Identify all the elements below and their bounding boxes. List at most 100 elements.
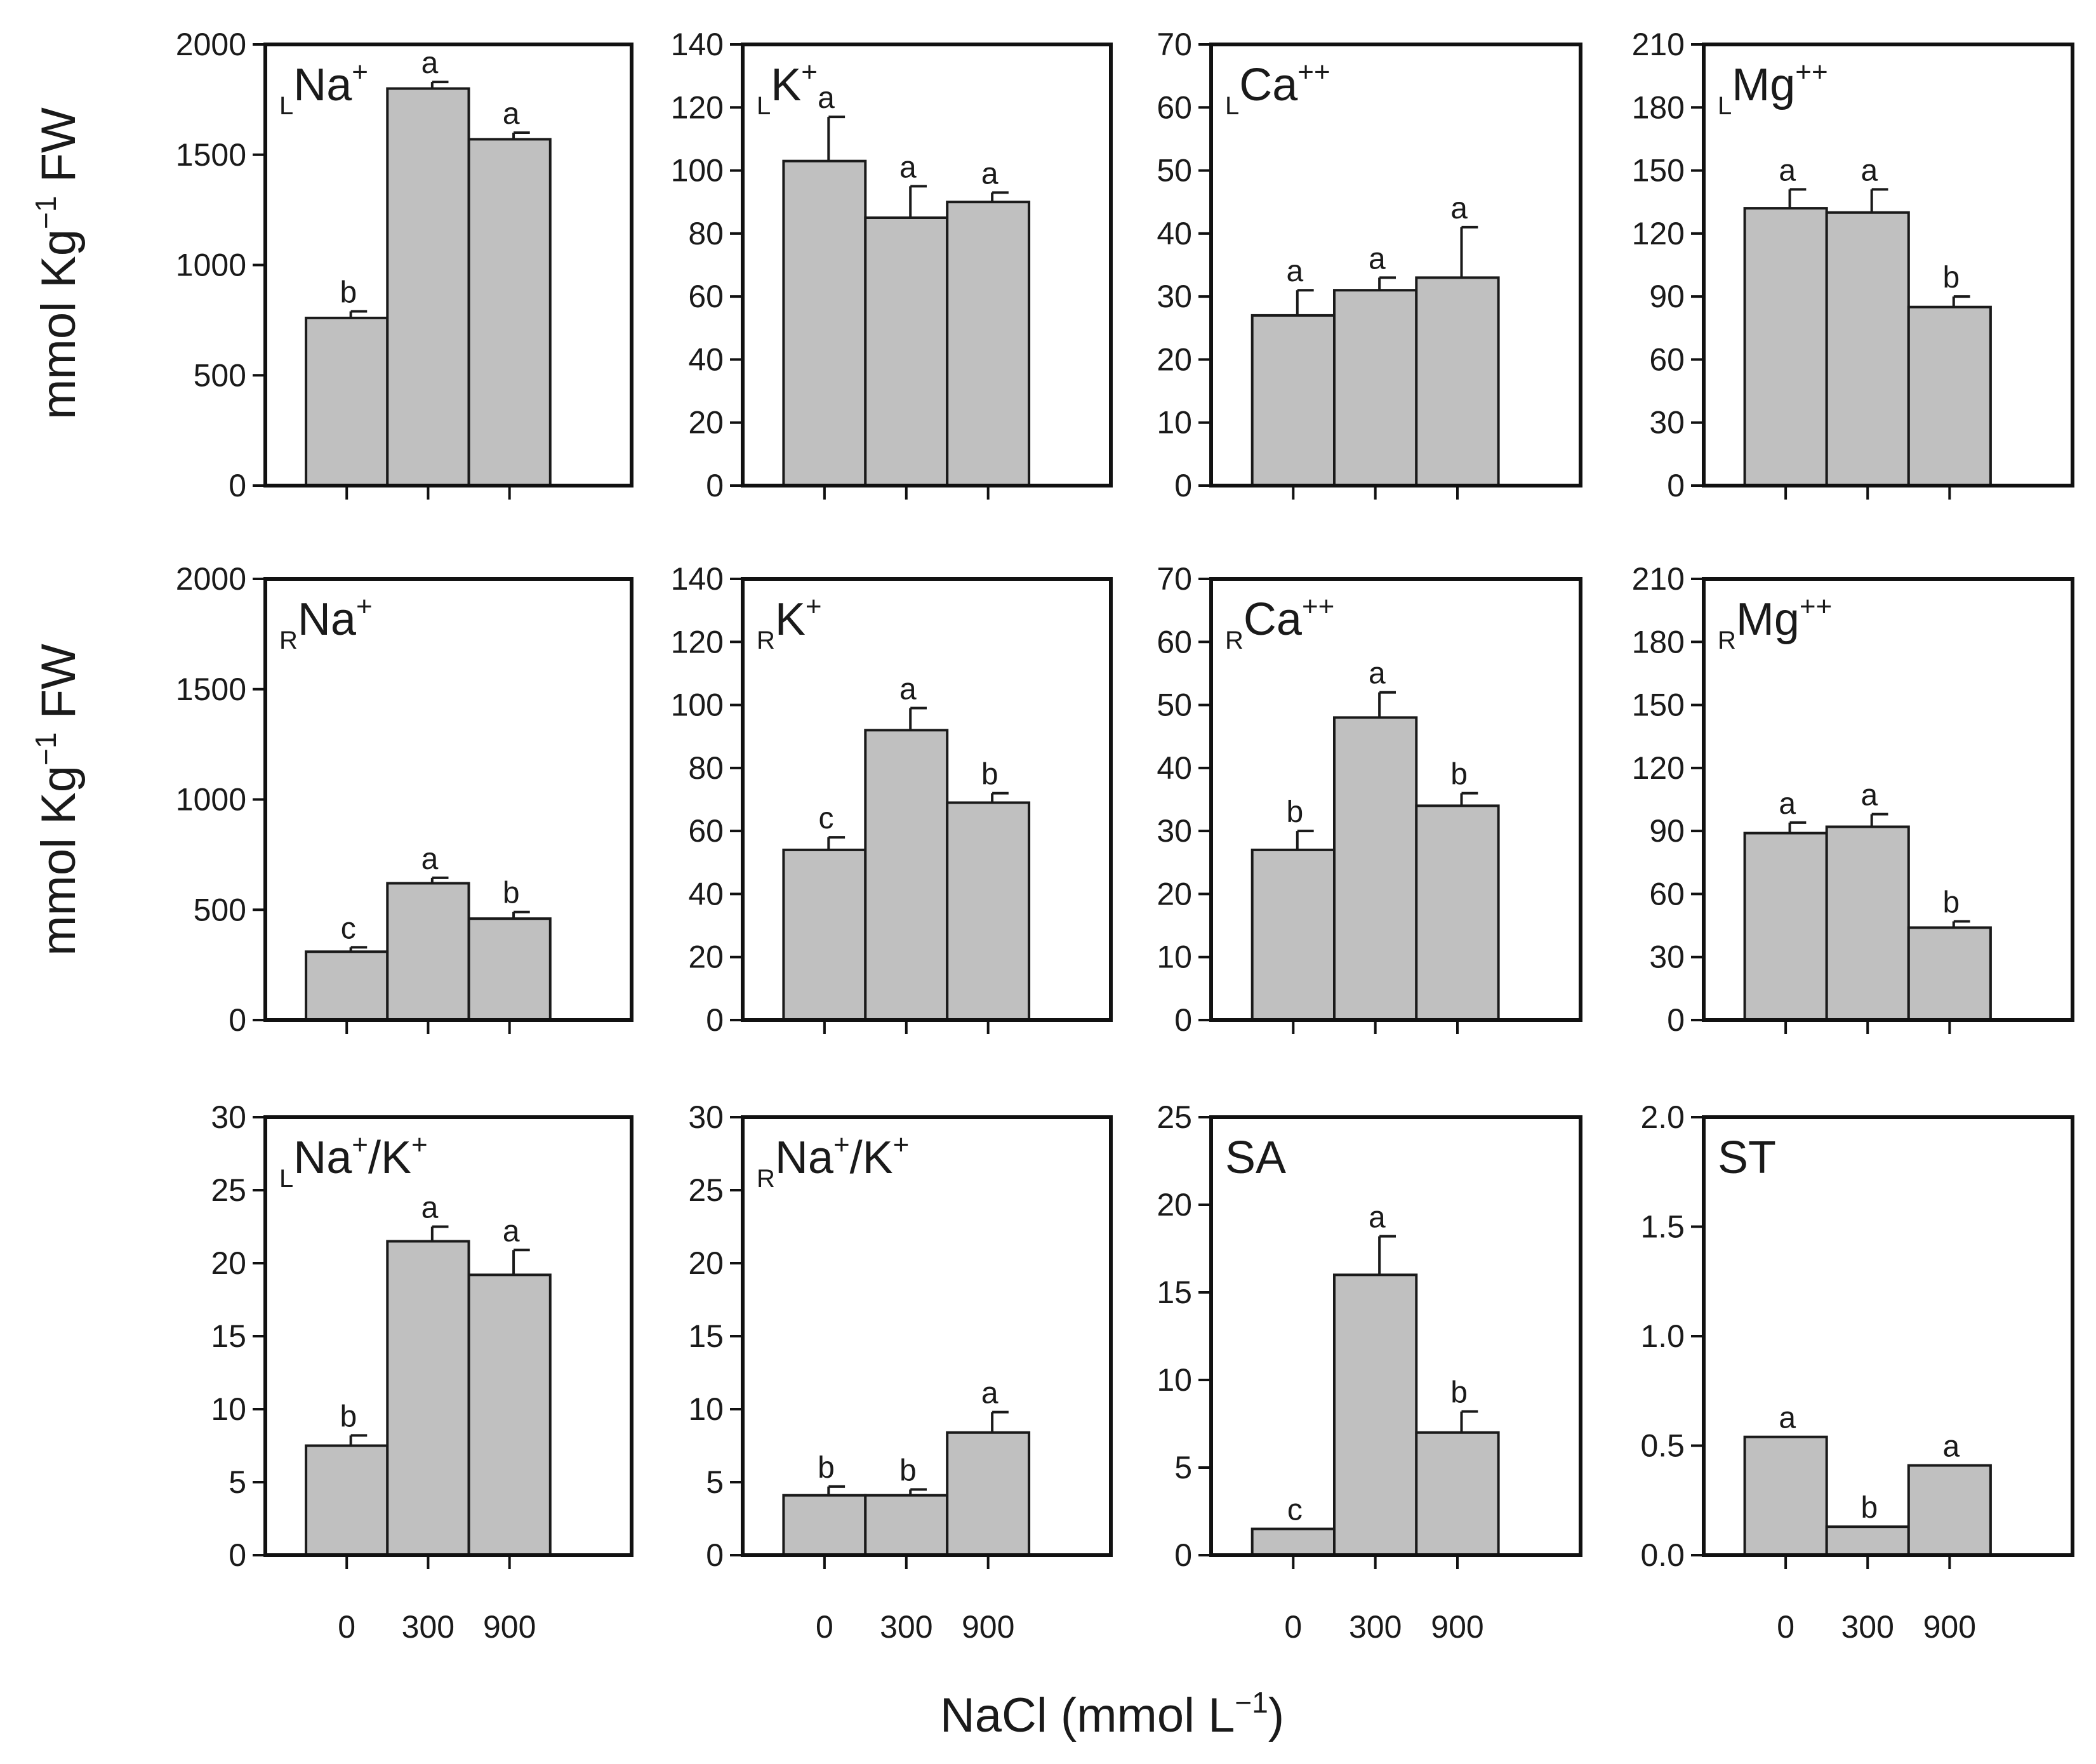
plot-frame bbox=[741, 1115, 1113, 1557]
y-tick-label: 20 bbox=[688, 1245, 724, 1281]
y-tick-label: 150 bbox=[1632, 153, 1685, 189]
y-tick-label: 100 bbox=[671, 153, 724, 189]
panel-label-sup: + bbox=[833, 1129, 850, 1160]
panel-label-sup: + bbox=[352, 1129, 368, 1160]
bar-0 bbox=[782, 159, 867, 487]
y-tick-label: 0 bbox=[229, 1002, 246, 1038]
x-tick-label-0: 0 bbox=[816, 1609, 833, 1645]
y-tick-label: 70 bbox=[1157, 27, 1192, 62]
panel-label: RCa++ bbox=[1225, 591, 1334, 654]
y-tick-label: 210 bbox=[1632, 561, 1685, 597]
y-tick-label: 140 bbox=[671, 27, 724, 62]
y-tick-label: 0 bbox=[229, 1537, 246, 1573]
bar-900 bbox=[946, 201, 1031, 487]
bar-300 bbox=[386, 87, 470, 487]
bar-300 bbox=[386, 882, 470, 1021]
y-tick-label: 60 bbox=[1649, 876, 1685, 912]
y-tick-label: 1500 bbox=[176, 137, 246, 173]
panel-label-tail: /K bbox=[850, 1132, 893, 1183]
significance-letter-300: a bbox=[899, 150, 917, 184]
panel-label-sub: R bbox=[279, 627, 298, 654]
y-tick-label: 60 bbox=[1157, 624, 1192, 660]
y-tick-label: 500 bbox=[194, 357, 246, 393]
y-tick-label: 15 bbox=[1157, 1275, 1192, 1310]
y-axis-title-main: mmol Kg bbox=[32, 229, 86, 420]
bar-300 bbox=[1333, 716, 1418, 1022]
chart-panel-6: c a b 0 20 40 60 80 100 120 140 RK+ bbox=[671, 561, 1113, 1038]
panel-label-sub: R bbox=[1225, 627, 1244, 654]
bar-0 bbox=[782, 1494, 867, 1556]
panel-label-main: Mg bbox=[1732, 60, 1795, 110]
significance-letter-900: a bbox=[981, 1377, 998, 1410]
panel-label: LNa+/K+ bbox=[279, 1129, 428, 1193]
significance-letter-300: a bbox=[421, 46, 439, 80]
bar-0 bbox=[782, 848, 867, 1022]
plot-frame bbox=[1702, 43, 2074, 487]
significance-letter-0: a bbox=[1779, 787, 1796, 821]
y-axis-title-sup: −1 bbox=[29, 196, 62, 229]
y-tick-label: 150 bbox=[1632, 687, 1685, 723]
plot-frame bbox=[263, 577, 633, 1022]
significance-letter-900: b bbox=[1943, 261, 1960, 295]
y-tick-label: 120 bbox=[671, 90, 724, 125]
x-axis-title-sup: −1 bbox=[1235, 1686, 1268, 1719]
y-tick-label: 20 bbox=[1157, 342, 1192, 377]
panel-label-sup: + bbox=[356, 591, 373, 622]
y-tick-label: 15 bbox=[688, 1318, 724, 1354]
plot-frame bbox=[1702, 577, 2074, 1022]
y-tick-label: 20 bbox=[1157, 876, 1192, 912]
chart-panel-3: a a a 0 10 20 30 40 50 60 70 LCa++ bbox=[1157, 27, 1582, 503]
chart-panel-4: a a b 0 30 60 90 120 150 180 210 LMg++ bbox=[1632, 27, 2074, 503]
x-tick-label-900: 900 bbox=[483, 1609, 536, 1645]
panel-label-main: Na bbox=[293, 1132, 352, 1183]
y-tick-label: 2000 bbox=[176, 561, 246, 597]
y-tick-label: 5 bbox=[229, 1464, 246, 1500]
panel-label: ST bbox=[1718, 1132, 1776, 1183]
panel-label-main: SA bbox=[1225, 1132, 1286, 1183]
bar-0 bbox=[1743, 832, 1828, 1021]
bar-0 bbox=[1250, 1527, 1336, 1557]
bar-300 bbox=[1333, 1273, 1418, 1557]
bar-900 bbox=[1907, 305, 1992, 487]
y-tick-label: 120 bbox=[1632, 750, 1685, 786]
panel-label-sup: + bbox=[806, 591, 822, 622]
bar-0 bbox=[1250, 314, 1336, 487]
panel-label-main: K bbox=[771, 60, 801, 110]
panel-label: RNa+/K+ bbox=[757, 1129, 909, 1193]
y-tick-label: 1500 bbox=[176, 672, 246, 707]
significance-letter-900: a bbox=[503, 1214, 520, 1248]
bar-900 bbox=[467, 138, 552, 487]
y-tick-label: 10 bbox=[1157, 939, 1192, 975]
chart-panel-7: b a b 0 10 20 30 40 50 60 70 RCa++ bbox=[1157, 561, 1582, 1038]
y-tick-label: 0 bbox=[229, 468, 246, 503]
panel-label-sub: L bbox=[1718, 92, 1732, 120]
chart-panel-5: c a b 0 500 1000 1500 2000 RNa+ bbox=[176, 561, 633, 1038]
chart-panel-12: a b a 0.0 0.5 1.0 1.5 2.0 ST 0 300 900 bbox=[1640, 1099, 2074, 1645]
significance-letter-0: a bbox=[1287, 255, 1304, 288]
plot-frame bbox=[1209, 1115, 1582, 1557]
bar-300 bbox=[1825, 211, 1910, 487]
panel-label: LMg++ bbox=[1718, 56, 1828, 120]
y-tick-label: 30 bbox=[1649, 939, 1685, 975]
x-tick-label-300: 300 bbox=[402, 1609, 454, 1645]
y-tick-label: 20 bbox=[211, 1245, 246, 1281]
panel-label: RNa+ bbox=[279, 591, 373, 654]
y-tick-label: 180 bbox=[1632, 90, 1685, 125]
significance-letter-300: a bbox=[1369, 657, 1386, 691]
panel-label: RK+ bbox=[757, 591, 822, 654]
bar-0 bbox=[305, 950, 389, 1022]
x-tick-label-900: 900 bbox=[1431, 1609, 1483, 1645]
y-tick-label: 180 bbox=[1632, 624, 1685, 660]
y-tick-label: 40 bbox=[688, 876, 724, 912]
y-tick-label: 0 bbox=[1174, 1537, 1192, 1573]
significance-letter-900: a bbox=[1450, 192, 1468, 225]
y-tick-label: 10 bbox=[1157, 1362, 1192, 1398]
y-tick-label: 30 bbox=[1157, 813, 1192, 849]
y-tick-label: 500 bbox=[194, 892, 246, 927]
significance-letter-900: b bbox=[1943, 886, 1960, 920]
y-tick-label: 140 bbox=[671, 561, 724, 597]
significance-letter-0: c bbox=[1287, 1494, 1303, 1527]
y-tick-label: 80 bbox=[688, 750, 724, 786]
